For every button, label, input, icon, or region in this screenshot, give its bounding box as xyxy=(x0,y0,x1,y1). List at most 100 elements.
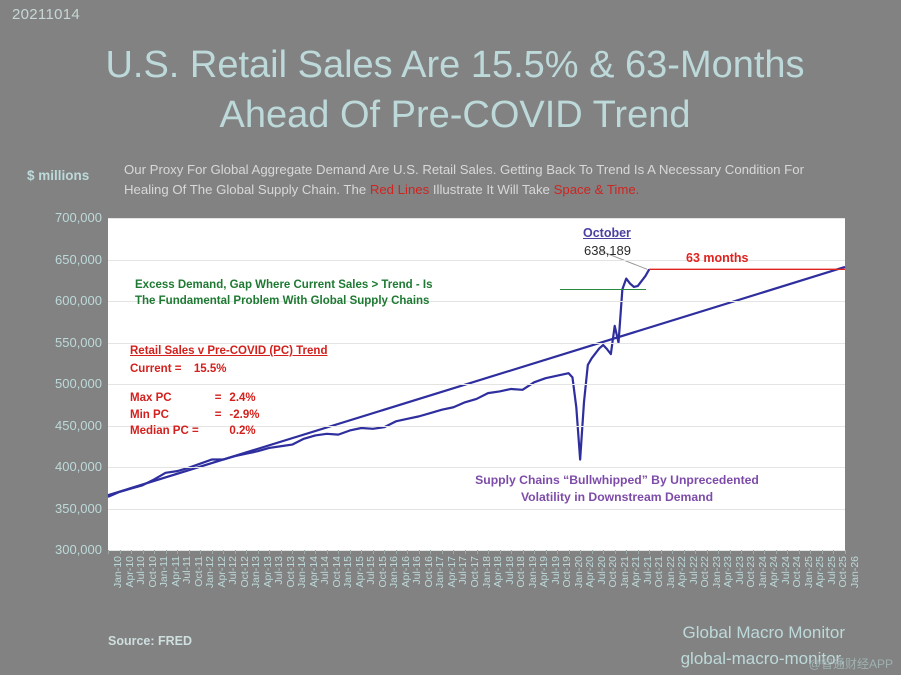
x-axis-tick-mark xyxy=(257,550,259,554)
x-axis-tick-label: Jan-12 xyxy=(204,556,217,589)
annotation-bullwhip-line-2: Volatility in Downstream Demand xyxy=(520,490,714,504)
brand-url: global-macro-monitor. xyxy=(680,649,845,668)
x-axis-tick-mark xyxy=(211,550,213,554)
title-line-2: Ahead Of Pre-COVID Trend xyxy=(219,94,691,136)
x-axis-tick-label: Apr-10 xyxy=(123,556,136,588)
x-axis-tick-mark xyxy=(269,550,271,554)
x-axis-tick-label: Oct-12 xyxy=(238,556,251,588)
x-axis-tick-mark xyxy=(372,550,374,554)
x-axis-tick-label: Jan-16 xyxy=(388,556,401,589)
table-row: Min PC = -2.9% xyxy=(130,408,259,425)
y-axis-tick-label: 300,000 xyxy=(55,542,102,557)
x-axis-tick-label: Apr-22 xyxy=(676,556,689,588)
x-axis-tick-label: Jan-20 xyxy=(572,556,585,589)
x-axis-tick-mark xyxy=(349,550,351,554)
x-axis-tick-mark xyxy=(580,550,582,554)
x-axis-tick-label: Oct-11 xyxy=(192,556,205,587)
x-axis-tick-label: Apr-23 xyxy=(722,556,735,588)
x-axis-tick-mark xyxy=(395,550,397,554)
x-axis-tick-label: Jan-13 xyxy=(250,556,263,589)
x-axis-tick-mark xyxy=(511,550,513,554)
x-axis-tick-label: Oct-13 xyxy=(284,556,297,588)
gridline xyxy=(108,342,845,344)
subtitle-block: Our Proxy For Global Aggregate Demand Ar… xyxy=(124,160,824,199)
x-axis-tick-mark xyxy=(787,550,789,554)
x-axis-tick-mark xyxy=(476,550,478,554)
page-title: U.S. Retail Sales Are 15.5% & 63-Months … xyxy=(60,40,850,140)
x-axis-tick-mark xyxy=(119,550,121,554)
x-axis-tick-mark xyxy=(464,550,466,554)
x-axis-tick-mark xyxy=(833,550,835,554)
x-axis-tick-mark xyxy=(821,550,823,554)
x-axis-tick-label: Jul-14 xyxy=(319,556,332,585)
x-axis-tick-label: Oct-14 xyxy=(330,556,343,588)
x-axis-tick-mark xyxy=(764,550,766,554)
x-axis-tick-label: Jan-22 xyxy=(664,556,677,589)
annotation-current-value: 15.5% xyxy=(193,362,227,375)
x-axis-tick-mark xyxy=(534,550,536,554)
x-axis-tick-mark xyxy=(326,550,328,554)
x-axis-tick-mark xyxy=(488,550,490,554)
x-axis: Jan-10 Apr-10 Jul-10 Oct-10 Jan-11 Apr-11 Jul-… xyxy=(108,550,861,612)
x-axis-tick-label: Jan-11 xyxy=(158,556,171,588)
x-axis-tick-label: Oct-19 xyxy=(561,556,574,588)
callout-months-ahead: 63 months xyxy=(686,251,749,265)
x-axis-tick-label: Jul-12 xyxy=(227,556,240,585)
stat-value-median: 0.2% xyxy=(229,425,256,437)
x-axis-tick-label: Jul-13 xyxy=(273,556,286,585)
x-axis-tick-mark xyxy=(234,550,236,554)
x-axis-tick-mark xyxy=(407,550,409,554)
x-axis-tick-mark xyxy=(568,550,570,554)
x-axis-tick-mark xyxy=(154,550,156,554)
x-axis-tick-mark xyxy=(718,550,720,554)
stat-value-max: 2.4% xyxy=(229,392,256,404)
x-axis-tick-mark xyxy=(752,550,754,554)
x-axis-tick-mark xyxy=(441,550,443,554)
x-axis-tick-mark xyxy=(165,550,167,554)
x-axis-tick-label: Apr-25 xyxy=(814,556,827,588)
annotation-retail-vs-trend-header: Retail Sales v Pre-COVID (PC) Trend xyxy=(130,345,328,357)
y-axis-unit-label: $ millions xyxy=(27,168,90,183)
x-axis-tick-mark xyxy=(315,550,317,554)
table-row: Median PC = 0.2% xyxy=(130,424,259,441)
subtitle-red-lines: Red Lines xyxy=(369,181,430,197)
x-axis-tick-label: Jan-26 xyxy=(849,556,861,589)
x-axis-tick-mark xyxy=(246,550,248,554)
annotation-retail-vs-trend: Retail Sales v Pre-COVID (PC) Trend Curr… xyxy=(130,344,327,441)
annotation-bullwhip: Supply Chains “Bullwhipped” By Unprecede… xyxy=(452,472,782,506)
document-date: 20211014 xyxy=(12,6,81,23)
x-axis-tick-label: Jan-10 xyxy=(112,556,124,589)
gridline xyxy=(108,301,845,302)
x-axis-tick-mark xyxy=(177,550,179,554)
annotation-current-row: Current = 15.5% xyxy=(130,362,327,378)
x-axis-tick-label: Jul-18 xyxy=(503,556,516,585)
x-axis-tick-mark xyxy=(338,550,340,554)
x-axis-tick-label: Apr-19 xyxy=(538,556,551,588)
annotation-excess-demand-line-1: Excess Demand, Gap Where Current Sales >… xyxy=(135,279,433,291)
gridline xyxy=(108,259,845,261)
x-axis-tick-mark xyxy=(591,550,593,554)
brand-name: Global Macro Monitor xyxy=(682,623,845,642)
x-axis-tick-label: Jan-23 xyxy=(710,556,723,589)
x-axis-tick-mark xyxy=(418,550,420,554)
x-axis-tick-label: Oct-17 xyxy=(468,556,481,588)
subtitle-space-time: Space & Time. xyxy=(553,181,640,197)
x-axis-tick-label: Oct-22 xyxy=(699,556,712,588)
x-axis-tick-mark xyxy=(649,550,651,554)
x-axis-tick-label: Jan-17 xyxy=(434,556,447,589)
stat-label-median: Median PC = xyxy=(130,425,199,437)
watermark: @智通财经APP xyxy=(808,657,893,671)
x-axis-tick-mark xyxy=(303,550,305,554)
brand-block: Global Macro Monitor global-macro-monito… xyxy=(681,620,845,672)
source-label: Source: FRED xyxy=(108,634,193,648)
chart-svg xyxy=(107,250,846,498)
callout-october-value: 638,189 xyxy=(584,243,631,258)
x-axis-tick-mark xyxy=(142,550,144,554)
x-axis-tick-mark xyxy=(188,550,190,554)
x-axis-tick-mark xyxy=(626,550,628,554)
chart-series-line xyxy=(107,265,846,497)
x-axis-tick-label: Jul-15 xyxy=(365,556,378,585)
x-axis-tick-label: Oct-10 xyxy=(146,556,159,588)
stat-label-max: Max PC xyxy=(130,392,172,404)
